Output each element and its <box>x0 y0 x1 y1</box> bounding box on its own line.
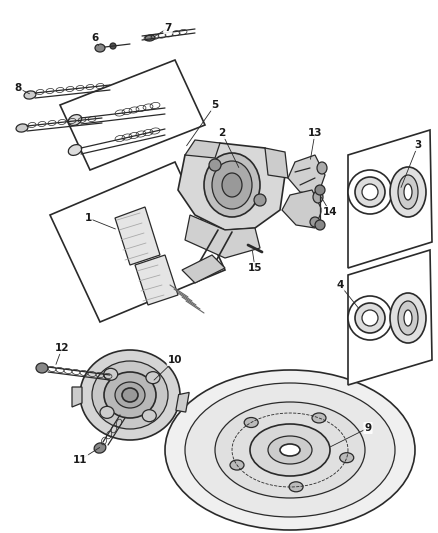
Ellipse shape <box>146 372 160 384</box>
Ellipse shape <box>24 91 36 99</box>
Ellipse shape <box>280 444 300 456</box>
Ellipse shape <box>142 410 156 422</box>
Ellipse shape <box>80 350 180 440</box>
Ellipse shape <box>355 177 385 207</box>
Polygon shape <box>50 162 225 322</box>
Text: 2: 2 <box>219 128 226 138</box>
Ellipse shape <box>315 220 325 230</box>
Ellipse shape <box>398 175 418 209</box>
Ellipse shape <box>268 436 312 464</box>
Ellipse shape <box>230 460 244 470</box>
Text: 5: 5 <box>212 100 219 110</box>
Ellipse shape <box>68 144 81 156</box>
Text: 11: 11 <box>73 455 87 465</box>
Text: 12: 12 <box>55 343 69 353</box>
Text: 9: 9 <box>364 423 371 433</box>
Polygon shape <box>72 387 82 407</box>
Ellipse shape <box>317 162 327 174</box>
Ellipse shape <box>110 43 116 49</box>
Polygon shape <box>348 250 432 385</box>
Ellipse shape <box>340 453 354 463</box>
Ellipse shape <box>100 406 114 418</box>
Ellipse shape <box>310 217 320 227</box>
Polygon shape <box>182 255 225 283</box>
Polygon shape <box>288 155 325 195</box>
Ellipse shape <box>92 361 168 429</box>
Polygon shape <box>185 215 260 258</box>
Ellipse shape <box>348 296 392 340</box>
Ellipse shape <box>204 153 260 217</box>
Ellipse shape <box>348 170 392 214</box>
Ellipse shape <box>36 363 48 373</box>
Ellipse shape <box>404 310 412 326</box>
Ellipse shape <box>390 293 426 343</box>
Ellipse shape <box>250 424 330 476</box>
Polygon shape <box>348 130 432 268</box>
Text: 13: 13 <box>308 128 322 138</box>
Ellipse shape <box>222 173 242 197</box>
Text: 3: 3 <box>414 140 422 150</box>
Ellipse shape <box>209 159 221 171</box>
Ellipse shape <box>404 184 412 200</box>
Text: 7: 7 <box>164 23 172 33</box>
Text: 8: 8 <box>14 83 21 93</box>
Ellipse shape <box>315 185 325 195</box>
Ellipse shape <box>95 44 105 52</box>
Polygon shape <box>282 190 322 228</box>
Polygon shape <box>265 148 288 178</box>
Text: 6: 6 <box>92 33 99 43</box>
Polygon shape <box>115 207 160 265</box>
Ellipse shape <box>94 443 106 453</box>
Ellipse shape <box>212 161 252 209</box>
Ellipse shape <box>362 310 378 326</box>
Polygon shape <box>176 392 189 412</box>
Ellipse shape <box>390 167 426 217</box>
Polygon shape <box>135 255 178 305</box>
Ellipse shape <box>104 368 118 381</box>
Ellipse shape <box>104 372 156 418</box>
Ellipse shape <box>312 413 326 423</box>
Ellipse shape <box>355 303 385 333</box>
Ellipse shape <box>313 191 323 203</box>
Ellipse shape <box>16 124 28 132</box>
Ellipse shape <box>185 383 395 517</box>
Text: 4: 4 <box>336 280 344 290</box>
Polygon shape <box>185 140 220 158</box>
Ellipse shape <box>115 382 145 408</box>
Ellipse shape <box>398 301 418 335</box>
Ellipse shape <box>122 388 138 402</box>
Text: 1: 1 <box>85 213 92 223</box>
Ellipse shape <box>254 194 266 206</box>
Polygon shape <box>178 143 285 230</box>
Ellipse shape <box>165 370 415 530</box>
Text: 14: 14 <box>323 207 337 217</box>
Ellipse shape <box>68 115 81 125</box>
Ellipse shape <box>362 184 378 200</box>
Polygon shape <box>60 60 205 170</box>
Text: 10: 10 <box>168 355 182 365</box>
Ellipse shape <box>215 402 365 498</box>
Ellipse shape <box>145 35 155 41</box>
Ellipse shape <box>244 417 258 427</box>
Ellipse shape <box>289 482 303 492</box>
Text: 15: 15 <box>248 263 262 273</box>
